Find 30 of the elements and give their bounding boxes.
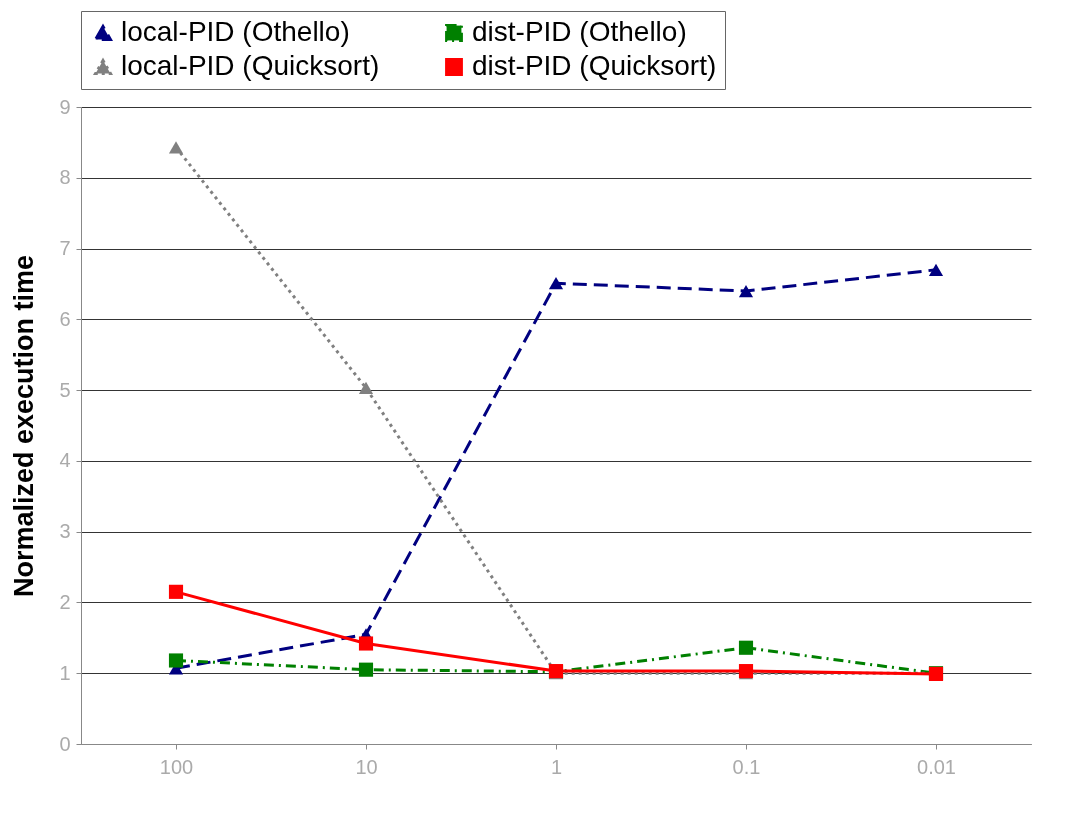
point <box>358 381 374 395</box>
legend-label: dist-PID (Othello) <box>472 16 687 47</box>
point <box>168 584 184 599</box>
point <box>738 640 754 655</box>
y-tick-label: 7 <box>59 237 71 260</box>
x-tick-label: 10 <box>355 755 378 778</box>
x-tick-label: 100 <box>159 755 194 778</box>
x-tick-label: 0.01 <box>917 755 956 778</box>
y-tick-label: 9 <box>59 95 71 118</box>
y-tick-label: 1 <box>59 661 71 684</box>
y-tick-label: 8 <box>59 166 71 189</box>
point <box>168 653 184 668</box>
y-tick-label: 6 <box>59 307 71 330</box>
legend-label: local-PID (Othello) <box>121 16 350 47</box>
x-tick-label: 0.1 <box>732 755 761 778</box>
y-axis-title: Normalized execution time <box>9 254 40 598</box>
x-tick-label: 1 <box>550 755 563 778</box>
legend-label: local-PID (Quicksort) <box>121 50 380 81</box>
point <box>738 284 754 298</box>
y-tick-label: 0 <box>59 732 71 755</box>
y-tick-label: 3 <box>59 520 71 543</box>
y-tick-label: 2 <box>59 590 71 613</box>
point <box>548 277 564 290</box>
point <box>358 636 374 651</box>
y-tick-label: 4 <box>59 449 71 472</box>
legend-label: dist-PID (Quicksort) <box>472 50 717 81</box>
y-tick-label: 5 <box>59 378 71 401</box>
point <box>928 263 944 276</box>
point <box>358 662 374 677</box>
point <box>168 141 184 154</box>
